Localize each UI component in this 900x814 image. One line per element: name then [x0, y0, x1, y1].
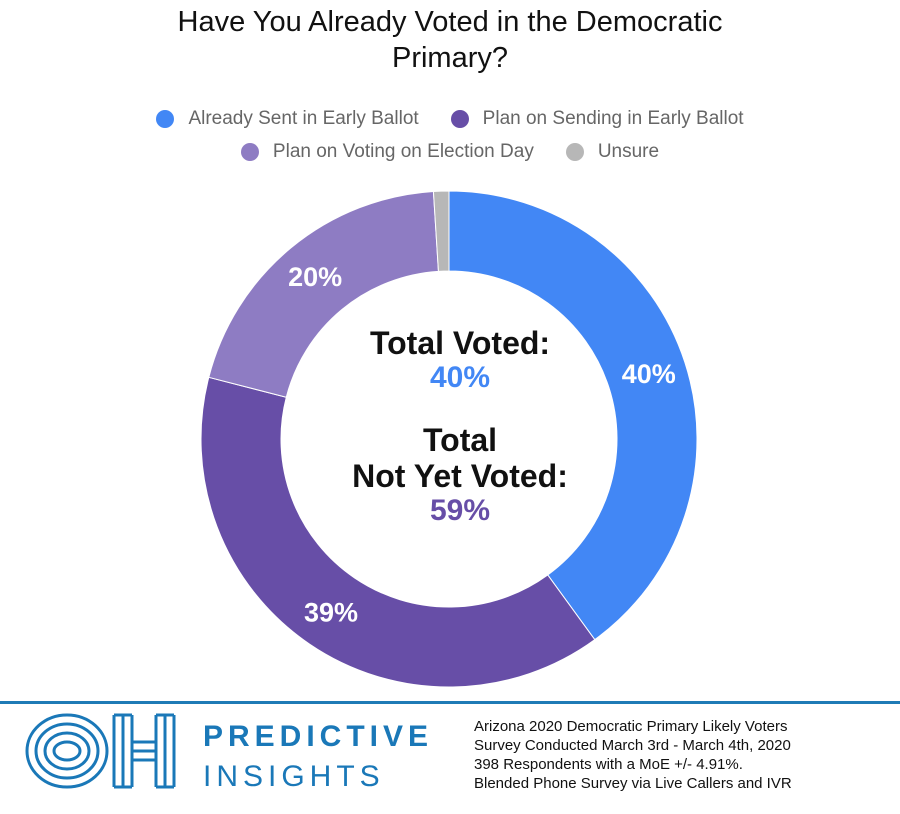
- legend-row-2: Plan on Voting on Election Day Unsure: [0, 141, 900, 163]
- brand-line-1: PREDICTIVE: [203, 720, 434, 753]
- survey-notes: Arizona 2020 Democratic Primary Likely V…: [474, 717, 792, 793]
- center-voted-label: Total Voted:: [369, 325, 551, 361]
- data-label-plan-sending: 39%: [304, 598, 358, 628]
- data-label-election-day: 20%: [288, 262, 342, 292]
- oh-logo-icon: [25, 713, 176, 789]
- legend-item-unsure: Unsure: [565, 141, 660, 163]
- legend-label-already-sent: Already Sent in Early Ballot: [188, 108, 419, 129]
- brand-line-2: INSIGHTS: [203, 760, 385, 793]
- center-not-voted-label-2: Not Yet Voted:: [352, 458, 568, 494]
- donut-chart: 40% 39% 20%: [200, 190, 698, 688]
- chart-title: Have You Already Voted in the Democratic…: [0, 4, 900, 76]
- legend-swatch-plan-sending: [450, 110, 469, 128]
- chart-title-line-1: Have You Already Voted in the Democratic: [177, 6, 723, 38]
- legend-item-plan-sending: Plan on Sending in Early Ballot: [450, 108, 744, 130]
- legend-label-unsure: Unsure: [597, 141, 660, 162]
- legend-item-already-sent: Already Sent in Early Ballot: [156, 108, 419, 130]
- legend-swatch-already-sent: [156, 110, 175, 128]
- legend-item-election-day: Plan on Voting on Election Day: [240, 141, 534, 163]
- center-voted-value: 40%: [429, 361, 491, 394]
- slice-already-sent: [448, 190, 698, 641]
- chart-title-line-2: Primary?: [391, 42, 508, 74]
- center-not-voted-value: 59%: [429, 494, 491, 527]
- survey-note-1: Arizona 2020 Democratic Primary Likely V…: [474, 718, 788, 735]
- center-not-voted-label-1: Total: [422, 422, 498, 458]
- center-not-voted: Total Not Yet Voted: 59%: [300, 422, 620, 528]
- legend-label-plan-sending: Plan on Sending in Early Ballot: [482, 108, 744, 129]
- legend-row-1: Already Sent in Early Ballot Plan on Sen…: [0, 108, 900, 130]
- slice-plan-sending: [200, 376, 596, 688]
- legend-swatch-election-day: [240, 143, 259, 161]
- center-voted: Total Voted: 40%: [300, 325, 620, 395]
- survey-note-2: Survey Conducted March 3rd - March 4th, …: [474, 737, 791, 754]
- data-label-already-sent: 40%: [622, 359, 676, 389]
- footer-divider: [0, 701, 900, 704]
- slice-unsure: [432, 190, 450, 272]
- survey-note-3: 398 Respondents with a MoE +/- 4.91%.: [474, 756, 743, 773]
- legend-label-election-day: Plan on Voting on Election Day: [272, 141, 534, 162]
- survey-note-4: Blended Phone Survey via Live Callers an…: [474, 775, 792, 792]
- legend-swatch-unsure: [565, 143, 584, 161]
